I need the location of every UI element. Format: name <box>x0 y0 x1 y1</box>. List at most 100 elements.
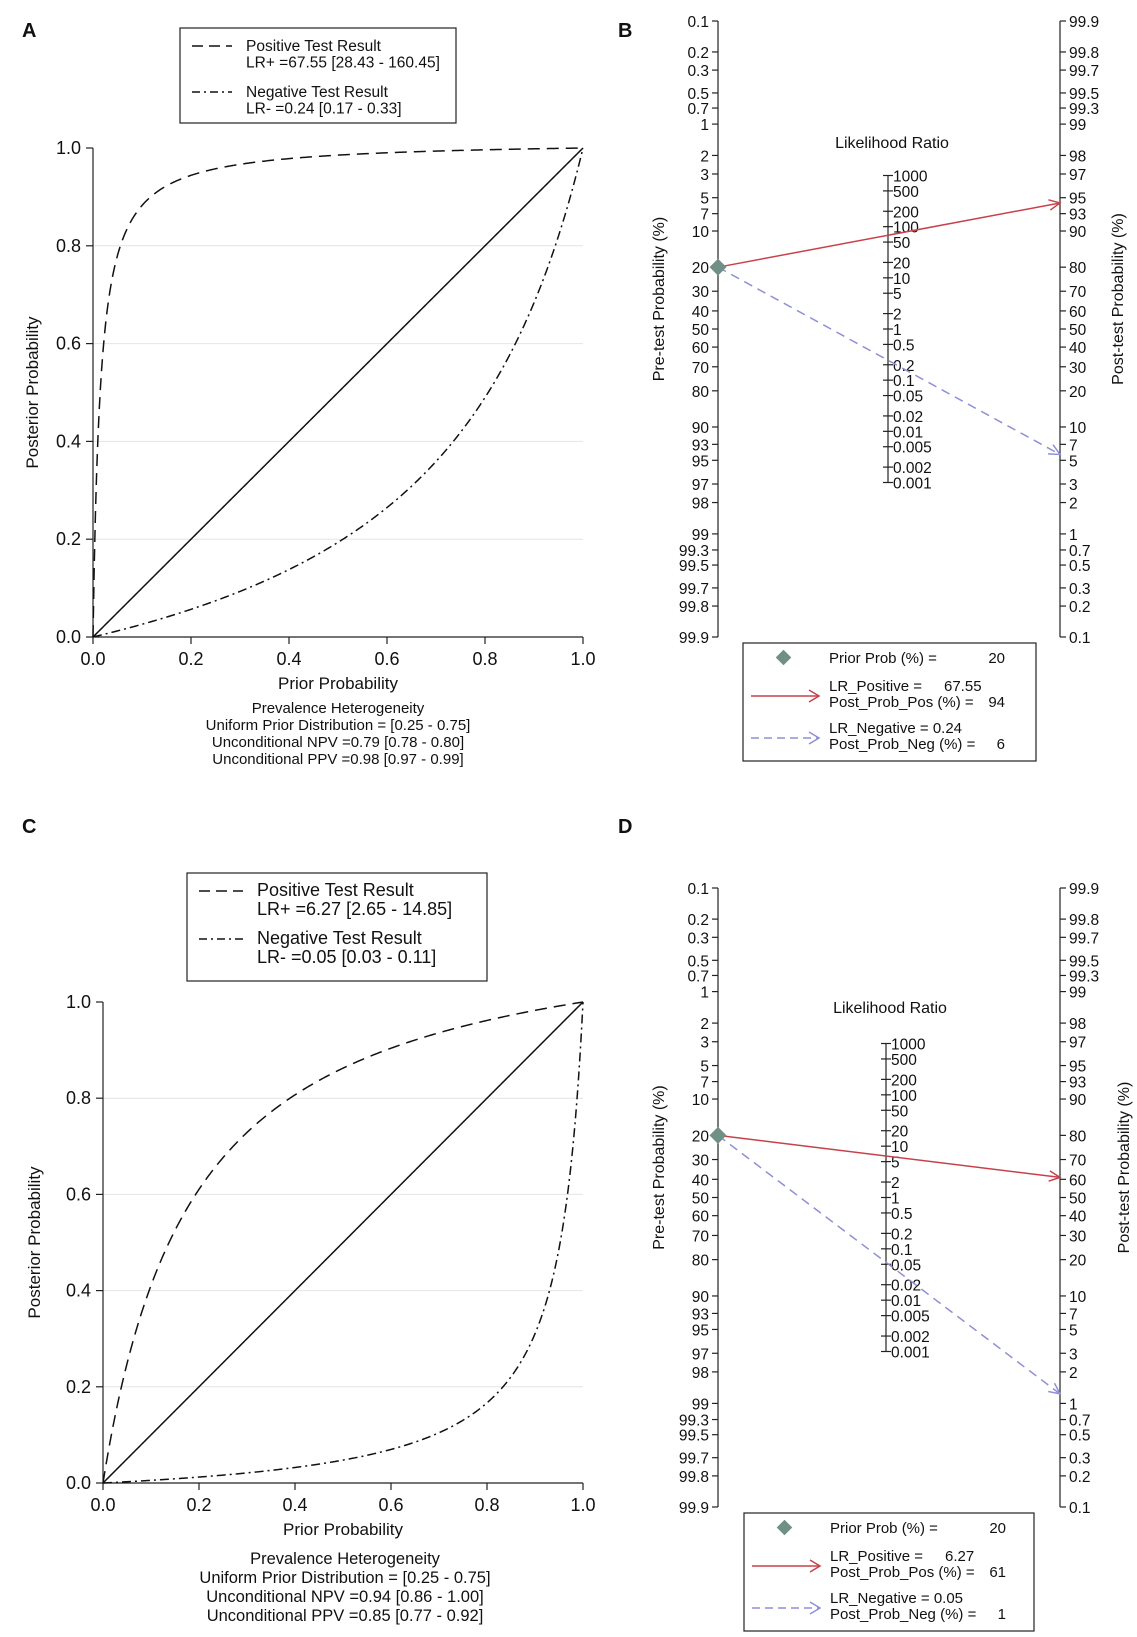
posttest-tick-label: 0.3 <box>1069 1451 1091 1468</box>
lr-tick-label: 0.05 <box>893 389 923 406</box>
x-tick-label: 0.2 <box>178 649 203 669</box>
posttest-tick-label: 0.2 <box>1069 1469 1091 1486</box>
negative-test-curve <box>102 1001 584 1484</box>
panel-a-fagan-plot: A 0.0 0.2 0.4 0.6 0.8 1.0 0.0 0.2 0.4 0.6 0.8 1.0 Pri… <box>22 20 596 768</box>
pretest-tick-label: 2 <box>700 1016 709 1033</box>
posttest-tick-label: 40 <box>1069 1209 1087 1226</box>
prevalence-footer-line: Unconditional PPV =0.98 [0.97 - 0.99] <box>212 751 463 768</box>
posttest-tick-label: 3 <box>1069 477 1078 494</box>
posttest-tick-label: 60 <box>1069 304 1087 321</box>
posttest-tick-label: 90 <box>1069 1092 1087 1109</box>
prior-prob-marker <box>709 1126 727 1144</box>
lr-tick-label: 2 <box>891 1175 900 1192</box>
legend-lrpos-label: LR_Positive = <box>830 1548 923 1565</box>
posttest-tick-label: 99.7 <box>1069 930 1099 947</box>
pretest-tick-label: 0.2 <box>687 912 709 929</box>
posttest-tick-label: 2 <box>1069 1365 1078 1382</box>
pretest-tick-label: 93 <box>692 1306 709 1323</box>
pretest-tick-label: 60 <box>692 340 710 357</box>
posttest-tick-label: 0.7 <box>1069 1413 1091 1430</box>
legend-box <box>179 27 457 124</box>
posttest-tick-label: 0.1 <box>1069 1500 1091 1517</box>
lr-tick-label: 0.01 <box>893 424 923 441</box>
posttest-tick-label: 97 <box>1069 167 1086 184</box>
legend-label: Positive Test Result <box>257 880 414 900</box>
posttest-tick-label: 98 <box>1069 148 1086 165</box>
nomogram-legend-box <box>743 1512 1035 1632</box>
pretest-tick-label: 99 <box>692 527 709 544</box>
legend-label: Negative Test Result <box>246 84 389 101</box>
pretest-tick-label: 99.3 <box>679 1413 709 1430</box>
pretest-tick-label: 30 <box>692 1153 710 1170</box>
posttest-tick-label: 99 <box>1069 117 1086 134</box>
posttest-tick-label: 98 <box>1069 1016 1086 1033</box>
lr-tick-label: 0.1 <box>893 373 915 390</box>
legend-lrpos-value: 67.55 <box>944 678 982 695</box>
legend-negative-arrowhead <box>808 731 821 745</box>
pretest-axis-title: Pre-test Probability (%) <box>651 1085 668 1250</box>
pretest-tick-label: 99.3 <box>679 543 709 560</box>
panel-letter-d: D <box>618 816 632 838</box>
legend-postpos-label: Post_Prob_Pos (%) = <box>830 1564 975 1581</box>
posttest-tick-label: 20 <box>1069 384 1087 401</box>
pretest-tick-label: 99.5 <box>679 558 709 575</box>
y-tick-label: 0.2 <box>66 1377 91 1397</box>
posttest-tick-label: 10 <box>1069 420 1087 437</box>
pretest-tick-label: 99.7 <box>679 1451 709 1468</box>
lr-tick-label: 100 <box>891 1088 917 1105</box>
posttest-tick-label: 80 <box>1069 1128 1087 1145</box>
legend-prior-value: 20 <box>989 1520 1006 1537</box>
lr-tick-label: 0.02 <box>893 409 923 426</box>
panel-letter-c: C <box>22 816 36 838</box>
lr-negative-arrowhead <box>1047 444 1062 456</box>
x-axis-title: Prior Probability <box>283 1520 403 1539</box>
y-tick-label: 1.0 <box>56 138 81 158</box>
pretest-tick-label: 3 <box>700 1035 709 1052</box>
lr-positive-line <box>717 1134 1061 1179</box>
pretest-tick-label: 80 <box>692 384 710 401</box>
posttest-tick-label: 10 <box>1069 1289 1087 1306</box>
lr-tick-label: 50 <box>891 1103 909 1120</box>
posttest-tick-label: 0.3 <box>1069 581 1091 598</box>
posttest-tick-label: 20 <box>1069 1253 1087 1270</box>
posttest-tick-label: 99.5 <box>1069 953 1099 970</box>
y-tick-label: 0.4 <box>66 1281 91 1301</box>
lr-tick-label: 0.2 <box>891 1226 913 1243</box>
pretest-tick-label: 95 <box>692 453 709 470</box>
lr-tick-label: 0.05 <box>891 1257 921 1274</box>
x-tick-label: 0.6 <box>374 649 399 669</box>
lr-tick-label: 5 <box>891 1155 900 1172</box>
pretest-tick-label: 5 <box>700 1059 709 1076</box>
legend-lr-value: LR- =0.24 [0.17 - 0.33] <box>246 101 402 118</box>
posttest-tick-label: 99.8 <box>1069 45 1099 62</box>
lr-tick-label: 0.005 <box>893 440 932 457</box>
pretest-tick-label: 0.5 <box>687 953 709 970</box>
posttest-tick-label: 95 <box>1069 191 1086 208</box>
posttest-tick-label: 2 <box>1069 496 1078 513</box>
pretest-tick-label: 99.7 <box>679 581 709 598</box>
posttest-tick-label: 50 <box>1069 1191 1087 1208</box>
pretest-tick-label: 20 <box>692 260 710 277</box>
lr-tick-label: 20 <box>893 255 911 272</box>
pretest-tick-label: 70 <box>692 1228 710 1245</box>
prevalence-heterogeneity-title: Prevalence Heterogeneity <box>250 1550 441 1568</box>
x-tick-label: 0.4 <box>276 649 301 669</box>
posttest-tick-label: 3 <box>1069 1346 1078 1363</box>
lr-tick-label: 0.002 <box>891 1329 930 1346</box>
posttest-tick-label: 7 <box>1069 1306 1078 1323</box>
pretest-tick-label: 99.9 <box>679 1500 709 1517</box>
pretest-tick-label: 2 <box>700 148 709 165</box>
x-tick-label: 0.6 <box>378 1495 403 1515</box>
legend-positive-arrowhead <box>808 689 821 703</box>
pretest-tick-label: 97 <box>692 477 709 494</box>
lr-tick-label: 0.002 <box>893 460 932 477</box>
prevalence-footer-line: Unconditional NPV =0.94 [0.86 - 1.00] <box>206 1588 483 1606</box>
posttest-tick-label: 70 <box>1069 1153 1087 1170</box>
y-tick-label: 0.2 <box>56 529 81 549</box>
legend-lrneg-label: LR_Negative = 0.24 <box>829 720 962 737</box>
y-tick-label: 0.4 <box>56 431 81 451</box>
posttest-tick-label: 60 <box>1069 1172 1087 1189</box>
pretest-tick-label: 7 <box>700 1075 709 1092</box>
lr-negative-line <box>717 266 1061 456</box>
